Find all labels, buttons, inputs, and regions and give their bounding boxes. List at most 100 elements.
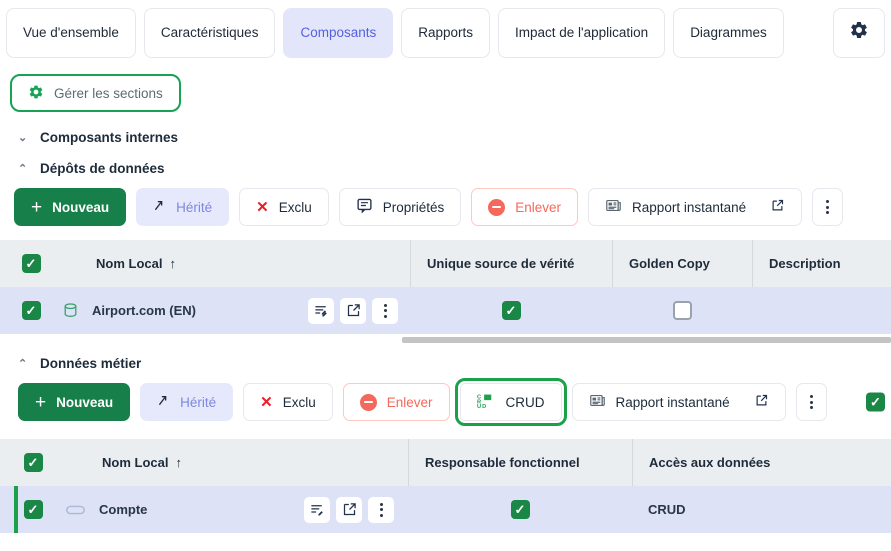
close-icon: ✕	[260, 394, 273, 411]
more-vertical-icon[interactable]	[368, 496, 394, 523]
column-label: Golden Copy	[629, 256, 710, 271]
column-label: Unique source de vérité	[427, 256, 575, 271]
toolbar-depots-de-donnees: + Nouveau Hérité ✕ Exclu Propriétés Enle…	[0, 188, 891, 226]
plus-icon: +	[35, 391, 47, 413]
gear-icon	[849, 20, 869, 45]
tab-impact-de-lapplication[interactable]: Impact de l'application	[498, 7, 666, 58]
column-label: Nom Local	[96, 256, 163, 271]
row-golden-copy-cell[interactable]	[612, 287, 752, 334]
row-name-label: Airport.com (EN)	[92, 303, 196, 318]
external-link-icon[interactable]	[770, 198, 785, 216]
close-icon: ✕	[256, 199, 269, 216]
crud-label: CRUD	[505, 394, 545, 410]
report-icon	[589, 392, 606, 412]
excluded-button[interactable]: ✕ Exclu	[239, 188, 329, 226]
column-header-golden-copy[interactable]: Golden Copy	[612, 240, 752, 287]
section-title: Dépôts de données	[40, 161, 165, 176]
table-horizontal-scrollbar[interactable]	[0, 337, 891, 346]
properties-button[interactable]: Propriétés	[338, 188, 462, 226]
chevron-down-icon[interactable]: ⌄	[18, 132, 28, 144]
column-header-responsable-fonctionnel[interactable]: Responsable fonctionnel	[408, 439, 632, 486]
select-all-checkbox[interactable]	[21, 254, 41, 273]
toolbar-trailing-checkbox[interactable]	[866, 392, 885, 412]
open-external-icon[interactable]	[336, 496, 362, 523]
manage-sections-label: Gérer les sections	[54, 85, 163, 101]
unique-source-checkbox[interactable]	[501, 301, 521, 320]
row-checkbox[interactable]	[23, 500, 43, 519]
edit-icon[interactable]	[304, 496, 330, 523]
edit-icon[interactable]	[308, 297, 334, 324]
more-vertical-icon	[826, 200, 830, 214]
row-select-cell[interactable]	[0, 500, 66, 519]
select-all-cell[interactable]	[0, 254, 62, 273]
row-actions	[304, 496, 394, 523]
inherited-label: Hérité	[176, 199, 213, 215]
section-header-depots-de-donnees[interactable]: ⌃ Dépôts de données	[0, 161, 891, 176]
chevron-up-icon[interactable]: ⌃	[18, 163, 28, 175]
snapshot-report-button[interactable]: Rapport instantané	[588, 188, 803, 226]
excluded-button[interactable]: ✕ Exclu	[243, 383, 333, 421]
column-header-acces-aux-donnees[interactable]: Accès aux données	[632, 439, 891, 486]
business-object-icon	[66, 504, 85, 516]
functional-owner-checkbox[interactable]	[510, 500, 530, 519]
tab-settings-button[interactable]	[833, 7, 885, 58]
row-description-cell	[752, 287, 891, 334]
more-vertical-icon	[809, 395, 813, 409]
manage-sections-button[interactable]: Gérer les sections	[10, 74, 181, 112]
select-all-checkbox[interactable]	[23, 453, 43, 472]
column-header-nom-local[interactable]: Nom Local ↑	[62, 240, 410, 287]
golden-copy-checkbox[interactable]	[672, 301, 692, 320]
column-label: Responsable fonctionnel	[425, 455, 580, 470]
row-select-cell[interactable]	[0, 301, 62, 320]
snapshot-report-button[interactable]: Rapport instantané	[571, 383, 786, 421]
inherited-button[interactable]: Hérité	[136, 188, 230, 226]
open-external-icon[interactable]	[340, 297, 366, 324]
more-options-button[interactable]	[795, 383, 827, 421]
more-vertical-icon[interactable]	[372, 297, 398, 324]
row-unique-source-cell[interactable]	[410, 287, 612, 334]
tab-caracteristiques[interactable]: Caractéristiques	[143, 7, 276, 58]
chevron-up-icon[interactable]: ⌃	[18, 358, 28, 370]
row-checkbox[interactable]	[21, 301, 41, 320]
column-header-unique-source-de-verite[interactable]: Unique source de vérité	[410, 240, 612, 287]
row-name-label: Compte	[99, 502, 148, 517]
properties-label: Propriétés	[382, 199, 445, 215]
inherited-label: Hérité	[180, 394, 217, 410]
tab-label: Composants	[300, 25, 377, 40]
svg-text:U: U	[477, 404, 481, 410]
section-header-composants-internes[interactable]: ⌄ Composants internes	[0, 130, 891, 145]
section-title: Données métier	[40, 356, 142, 371]
tab-label: Rapports	[418, 25, 474, 40]
row-responsable-fonctionnel-cell[interactable]	[408, 486, 632, 533]
new-button[interactable]: + Nouveau	[18, 383, 131, 421]
more-options-button[interactable]	[812, 188, 844, 226]
section-header-donnees-metier[interactable]: ⌃ Données métier	[0, 356, 891, 371]
row-name-cell: Compte	[66, 486, 408, 533]
row-name-cell: Airport.com (EN)	[62, 287, 410, 334]
tab-vue-densemble[interactable]: Vue d'ensemble	[6, 7, 136, 58]
svg-text:R: R	[477, 399, 481, 405]
plus-icon: +	[31, 196, 43, 218]
select-all-cell[interactable]	[0, 453, 66, 472]
column-header-description[interactable]: Description	[752, 240, 891, 287]
column-label: Accès aux données	[649, 455, 771, 470]
scrollbar-thumb[interactable]	[402, 337, 891, 343]
column-header-nom-local[interactable]: Nom Local ↑	[66, 439, 408, 486]
tab-diagrammes[interactable]: Diagrammes	[673, 7, 784, 58]
tab-composants[interactable]: Composants	[283, 7, 394, 58]
table-row[interactable]: Airport.com (EN)	[0, 287, 891, 334]
external-link-icon[interactable]	[754, 393, 769, 411]
gear-icon	[28, 84, 44, 103]
table-row[interactable]: Compte CRUD	[0, 486, 891, 533]
remove-button[interactable]: Enlever	[342, 383, 450, 421]
remove-circle-icon	[488, 198, 506, 216]
tab-rapports[interactable]: Rapports	[401, 7, 491, 58]
new-button[interactable]: + Nouveau	[14, 188, 127, 226]
data-access-label: CRUD	[648, 502, 686, 517]
inherited-button[interactable]: Hérité	[140, 383, 234, 421]
remove-button[interactable]: Enlever	[471, 188, 579, 226]
